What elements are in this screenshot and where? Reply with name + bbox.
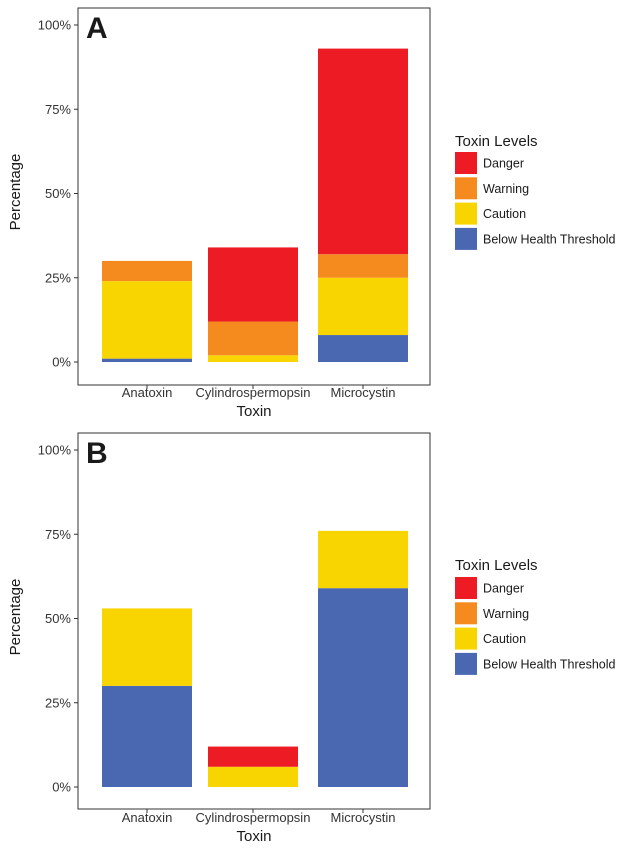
- legend-label-danger: Danger: [483, 157, 524, 171]
- y-tick-label: 75%: [45, 102, 71, 117]
- bar-microcystin-caution: [318, 530, 408, 589]
- legend-title: Toxin Levels: [455, 557, 538, 574]
- bar-microcystin-warning: [318, 254, 408, 278]
- legend-label-warning: Warning: [483, 607, 529, 621]
- x-tick-label: Cylindrospermopsin: [196, 810, 311, 825]
- x-axis-title: Toxin: [236, 828, 271, 845]
- y-tick-label: 100%: [38, 443, 72, 458]
- legend-key-caution: [455, 202, 477, 225]
- x-tick-label: Anatoxin: [122, 385, 173, 400]
- bar-anatoxin-caution: [102, 281, 192, 359]
- bar-anatoxin-below-health-threshold: [102, 358, 192, 362]
- bar-cylindrospermopsin-danger: [208, 247, 298, 322]
- bar-anatoxin-caution: [102, 608, 192, 686]
- y-tick-label: 75%: [45, 527, 71, 542]
- legend-label-warning: Warning: [483, 182, 529, 196]
- panel-label: A: [86, 12, 108, 45]
- legend-key-caution: [455, 627, 477, 650]
- bar-microcystin-below-health-threshold: [318, 588, 408, 787]
- legend-key-danger: [455, 152, 477, 174]
- bar-microcystin-caution: [318, 277, 408, 336]
- y-tick-label: 25%: [45, 695, 71, 710]
- legend-title: Toxin Levels: [455, 133, 538, 150]
- x-tick-label: Cylindrospermopsin: [196, 385, 311, 400]
- bar-cylindrospermopsin-warning: [208, 321, 298, 356]
- x-tick-label: Microcystin: [330, 385, 395, 400]
- y-tick-label: 25%: [45, 270, 71, 285]
- bar-microcystin-danger: [318, 48, 408, 255]
- bar-anatoxin-warning: [102, 260, 192, 282]
- legend-label-below-health-threshold: Below Health Threshold: [483, 232, 616, 246]
- bar-cylindrospermopsin-caution: [208, 766, 298, 787]
- y-tick-label: 0%: [52, 780, 71, 795]
- bar-anatoxin-below-health-threshold: [102, 685, 192, 787]
- legend-key-warning: [455, 177, 477, 200]
- y-tick-label: 50%: [45, 611, 71, 626]
- y-tick-label: 100%: [38, 18, 72, 33]
- panel-label: B: [86, 437, 108, 470]
- legend: Toxin Levels Danger Warning Caution Below He…: [455, 133, 616, 250]
- legend-key-below-health-threshold: [455, 652, 477, 675]
- x-tick-label: Anatoxin: [122, 810, 173, 825]
- legend-label-caution: Caution: [483, 207, 526, 221]
- legend-key-danger: [455, 577, 477, 599]
- legend-key-warning: [455, 602, 477, 625]
- panel-a: A 0% 25% 50% 75% 100% Percentage Anatoxin Cylind…: [7, 7, 616, 420]
- y-axis-title: Percentage: [7, 154, 24, 231]
- legend-key-below-health-threshold: [455, 227, 477, 250]
- panel-b: B 0% 25% 50% 75% 100% Percentage Anatoxin Cylind…: [7, 432, 616, 845]
- bar-cylindrospermopsin-danger: [208, 746, 298, 767]
- y-tick-label: 50%: [45, 186, 71, 201]
- y-axis-title: Percentage: [7, 579, 24, 656]
- bar-microcystin-below-health-threshold: [318, 335, 408, 362]
- legend: Toxin Levels Danger Warning Caution Below He…: [455, 557, 616, 675]
- bar-cylindrospermopsin-caution: [208, 355, 298, 362]
- legend-label-caution: Caution: [483, 632, 526, 646]
- legend-label-below-health-threshold: Below Health Threshold: [483, 657, 616, 671]
- x-axis-title: Toxin: [236, 403, 271, 420]
- legend-label-danger: Danger: [483, 582, 524, 596]
- y-tick-label: 0%: [52, 355, 71, 370]
- x-tick-label: Microcystin: [330, 810, 395, 825]
